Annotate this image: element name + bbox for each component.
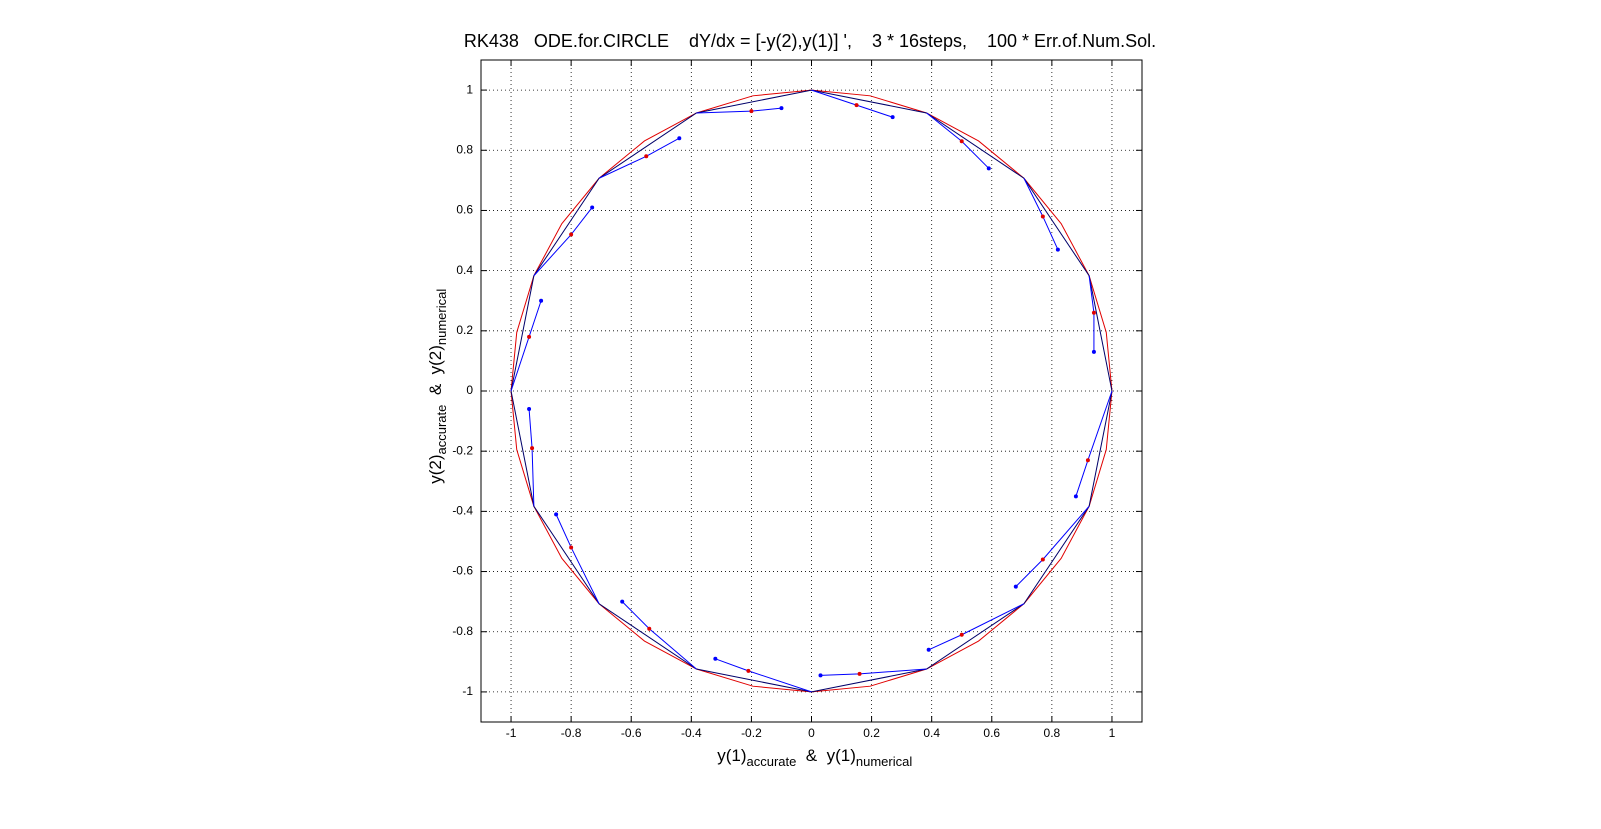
series-marker [926, 647, 931, 652]
series-marker [677, 136, 682, 141]
y-tick-label: -1 [462, 684, 473, 698]
series-marker [959, 632, 964, 637]
series-marker [530, 446, 535, 451]
series-marker [590, 205, 595, 210]
y-tick-label: 0.8 [456, 142, 473, 156]
series-marker [779, 106, 784, 111]
series-marker [554, 512, 559, 517]
x-tick-label: 0.6 [983, 726, 1000, 740]
series-line [510, 89, 1113, 693]
x-label-part: y(1) [717, 746, 746, 765]
chart-title: RK438 ODE.for.CIRCLE dY/dx = [-y(2),y(1)… [464, 31, 1156, 51]
x-label-sub: accurate [746, 754, 796, 769]
x-axis-label: y(1)accurate & y(1)numerical [694, 746, 927, 771]
series-marker [647, 626, 652, 631]
series-marker [1085, 458, 1090, 463]
x-tick-label: -0.2 [741, 726, 762, 740]
x-tick-label: -0.4 [681, 726, 702, 740]
series-marker [890, 115, 895, 120]
x-tick-label: -1 [506, 726, 517, 740]
y-tick-label: 0.6 [456, 203, 473, 217]
x-label-part: & y(1) [796, 746, 856, 765]
series-marker [746, 668, 751, 673]
y-tick-label: 0 [466, 383, 473, 397]
series-marker [1040, 557, 1045, 562]
series-marker [1013, 584, 1018, 589]
y-label-sub: accurate [434, 405, 449, 455]
series-marker [857, 671, 862, 676]
x-tick-label: 1 [1109, 726, 1116, 740]
x-tick-label: 0 [808, 726, 815, 740]
y-tick-label: -0.4 [452, 504, 473, 518]
series-marker [959, 139, 964, 144]
y-tick-label: 1 [466, 82, 473, 96]
y-label-part: y(2) [426, 455, 445, 484]
y-tick-label: -0.6 [452, 564, 473, 578]
axes-box [480, 59, 1143, 723]
series-marker [986, 166, 991, 171]
series-marker [620, 599, 625, 604]
series-marker [854, 103, 859, 108]
plot-area [481, 60, 1142, 722]
series-marker [569, 232, 574, 237]
series-marker [1073, 494, 1078, 499]
series-marker [1055, 247, 1060, 252]
series-marker [713, 656, 718, 661]
x-tick-label: -0.8 [561, 726, 582, 740]
y-tick-label: -0.8 [452, 624, 473, 638]
y-label-part: & y(2) [426, 345, 445, 405]
y-label-sub: numerical [434, 289, 449, 345]
x-tick-label: 0.2 [863, 726, 880, 740]
y-tick-label: -0.2 [452, 443, 473, 457]
series-marker [1040, 214, 1045, 219]
x-tick-label: 0.8 [1044, 726, 1061, 740]
y-axis-label: y(2)accurate & y(2)numerical [426, 275, 451, 508]
x-label-sub: numerical [856, 754, 912, 769]
series-marker [1091, 310, 1096, 315]
x-tick-label: -0.6 [621, 726, 642, 740]
series-marker [527, 407, 532, 412]
y-tick-label: 0.2 [456, 323, 473, 337]
x-tick-label: 0.4 [923, 726, 940, 740]
series-marker [527, 334, 532, 339]
series-marker [569, 545, 574, 550]
y-tick-label: 0.4 [456, 263, 473, 277]
series-marker [644, 154, 649, 159]
series-marker [749, 109, 754, 114]
series-marker [1091, 349, 1096, 354]
series-marker [818, 673, 823, 678]
series-marker [539, 298, 544, 303]
